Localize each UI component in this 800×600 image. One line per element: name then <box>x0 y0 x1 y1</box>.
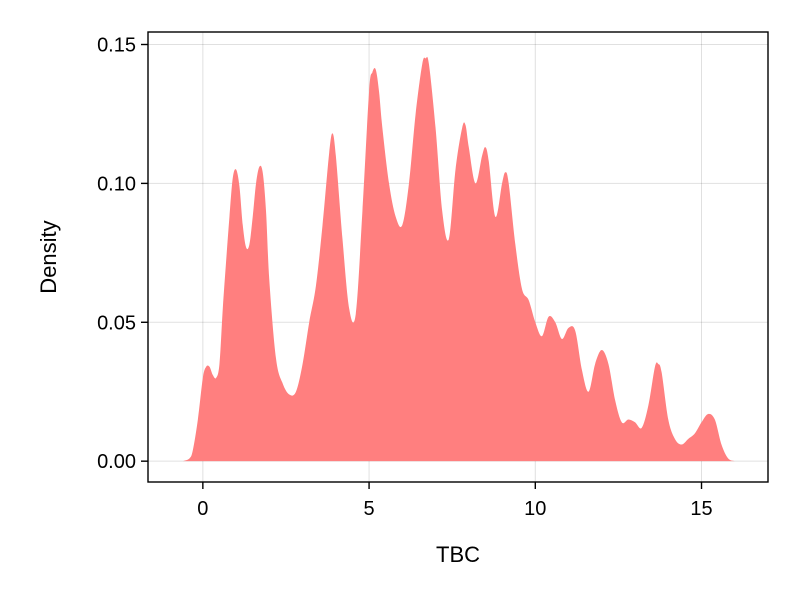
axis-ticks: 0 5 10 15 0.00 0.05 0.10 0.15 <box>97 35 713 521</box>
x-tick-label: 10 <box>524 498 546 520</box>
y-tick-label: 0.00 <box>97 451 136 473</box>
density-area-layer <box>182 56 735 462</box>
y-tick-label: 0.10 <box>97 173 136 195</box>
y-tick-label: 0.05 <box>97 312 136 334</box>
y-axis-label: Density <box>36 220 61 293</box>
x-axis-label: TBC <box>436 542 480 567</box>
density-area <box>182 56 735 462</box>
y-tick-label: 0.15 <box>97 35 136 57</box>
x-tick-label: 15 <box>690 498 712 520</box>
x-tick-label: 5 <box>364 498 375 520</box>
x-tick-label: 0 <box>197 498 208 520</box>
plot-frame <box>147 31 769 483</box>
